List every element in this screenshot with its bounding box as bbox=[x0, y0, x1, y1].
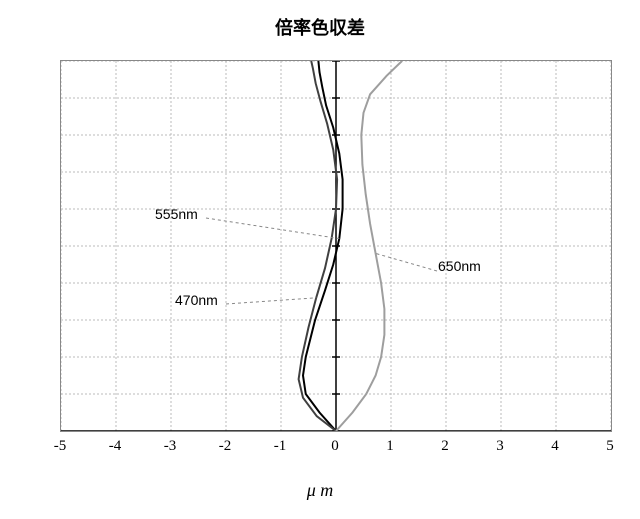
xtick-label: 2 bbox=[441, 438, 449, 455]
xtick-label: 1 bbox=[386, 438, 394, 455]
x-axis-label: μ m bbox=[0, 480, 640, 501]
xtick-label: 5 bbox=[606, 438, 614, 455]
chart-svg bbox=[61, 61, 611, 431]
axes bbox=[61, 61, 611, 431]
xtick-label: -1 bbox=[274, 438, 287, 455]
xtick-label: 0 bbox=[331, 438, 339, 455]
xtick-label: -3 bbox=[164, 438, 177, 455]
xtick-label: 3 bbox=[496, 438, 504, 455]
annotation-470nm: 470nm bbox=[175, 292, 218, 308]
xtick-label: 4 bbox=[551, 438, 559, 455]
annotation-555nm: 555nm bbox=[155, 206, 198, 222]
annotation-650nm: 650nm bbox=[438, 258, 481, 274]
chart-title: 倍率色収差 bbox=[0, 14, 640, 40]
xtick-label: -2 bbox=[219, 438, 232, 455]
xtick-label: -5 bbox=[54, 438, 67, 455]
plot-area bbox=[60, 60, 612, 432]
xtick-label: -4 bbox=[109, 438, 122, 455]
chart-page: { "title": { "text": "倍率色収差", "top": 14,… bbox=[0, 0, 640, 519]
leader-lines bbox=[206, 218, 437, 304]
